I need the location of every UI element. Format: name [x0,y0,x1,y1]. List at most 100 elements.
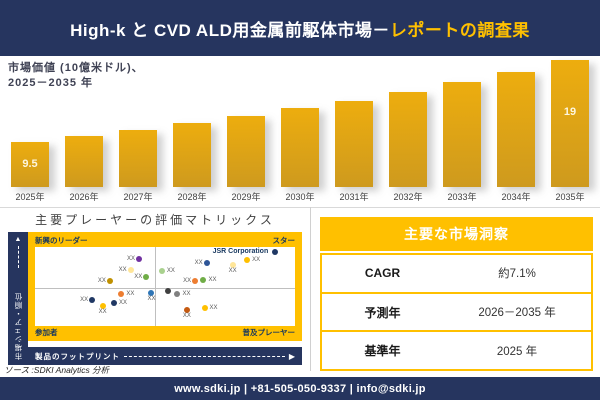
matrix-point-label: XX [134,273,143,280]
quadrant-label-star: スター [272,236,296,245]
matrix-point-label: XX [182,313,191,320]
bar-column [280,108,320,187]
insights-row-value: 約7.1% [498,268,536,281]
bar-2028年 [173,123,211,187]
bar-2031年 [335,101,373,187]
matrix-bottom-labels: 参加者 普及プレーヤー [35,326,295,339]
insights-row-label: 基準年 [364,344,401,359]
x-axis-tick: 2026年 [69,192,99,202]
x-axis-tick: 2033年 [447,192,477,202]
vertical-divider [310,207,311,371]
insights-row-label: 予測年 [364,305,401,320]
insights-row-label: CAGR [364,266,401,281]
matrix-point [192,277,199,284]
quadrant-divider-horizontal [35,288,295,290]
matrix-title: 主要プレーヤーの評価マトリックス [35,213,275,227]
matrix-x-axis: 製品のフットプリント ▶ [28,347,302,365]
footer-contact-text: www.sdki.jp | +81-505-050-9337 | info@sd… [174,382,426,395]
quadrant-label-pervasive-players: 普及プレーヤー [242,328,296,337]
matrix-point [183,307,190,314]
x-axis-tick: 2027年 [123,192,153,202]
matrix-point-label: XX [252,256,261,263]
matrix-point [89,297,96,304]
matrix-point-label: XX [126,255,135,262]
matrix-point [118,291,125,298]
matrix-plot: XX XX XX XX JSR Corporation XX XX XX XX XX XX XX XX X… [35,247,295,326]
bar-value-label: 19 [563,105,577,118]
matrix-point-label: XX [119,300,128,307]
bar-2027年 [119,130,157,187]
matrix-point-label: XX [194,259,203,266]
insights-table: 主要な市場洞察 CAGR 約7.1% 予測年 2026－2035 年基準年 2025 年 [320,217,593,371]
quadrant-label-emerging-leaders: 新興のリーダー [35,236,88,245]
x-axis-tick: 2028年 [177,192,207,202]
matrix-point [136,255,142,262]
matrix-point [148,290,155,297]
bar-chart-title-line1: 市場価値 (10億米ドル)、 [8,62,144,74]
insights-row: 予測年 2026－2035 年 [322,291,591,331]
bar-column [334,101,374,187]
matrix-point [106,277,113,284]
insights-row-value: 2026－2035 年 [478,307,556,319]
x-axis-dashed-line [124,355,285,357]
bar-column [64,136,104,187]
page-title-accent: レポートの調査果 [389,20,530,40]
header-banner: High-k と CVD ALD用金属前駆体市場－レポートの調査果 [0,0,600,56]
bar-column [172,123,212,187]
matrix-top-labels: 新興のリーダー スター [35,234,295,247]
bar-chart-bars: 9.5 19 [10,57,590,187]
insights-rows: CAGR 約7.1% 予測年 2026－2035 年基準年 2025 年 [320,253,593,371]
page-title: High-k と CVD ALD用金属前駆体市場－レポートの調査果 [70,16,530,41]
matrix-point [111,300,118,307]
right-arrow-icon: ▶ [288,351,295,361]
insights-table-title: 主要な市場洞察 [320,217,593,251]
matrix-point-label: XX [166,267,175,274]
matrix-point-label: XX [228,267,237,274]
bar-2035年: 19 [551,60,589,187]
insights-row-value: 2025 年 [496,345,538,358]
matrix-company-label: JSR Corporation [212,247,269,255]
x-axis-tick: 2025年 [15,192,45,202]
page-title-main: High-k と CVD ALD用金属前駆体市場－ [70,20,390,40]
matrix-point [174,291,181,298]
matrix-point-label: XX [98,309,107,316]
insights-row: 基準年 2025 年 [322,330,591,369]
bar-2026年 [65,136,103,187]
matrix-point-label: XX [147,296,156,303]
bar-column [388,92,428,187]
y-axis-dashed-line [17,246,19,268]
matrix-y-axis: ▲ 市場シェア・順位 [8,232,28,365]
competitor-matrix: ▲ 市場シェア・順位 新興のリーダー スター XX XX XX XX JSR Corpo… [8,232,302,365]
bar-2029年 [227,116,265,187]
bar-2032年 [389,92,427,187]
footer-bar: www.sdki.jp | +81-505-050-9337 | info@sd… [0,377,600,400]
bar-column [442,82,482,187]
quadrant-label-participants: 参加者 [35,328,58,337]
matrix-x-axis-label: 製品のフットプリント [35,351,120,361]
up-arrow-icon: ▲ [14,236,22,243]
matrix-point [165,288,172,295]
matrix-point [127,266,134,273]
bar-2030年 [281,108,319,187]
bar-column: 19 [550,60,590,187]
matrix-point [200,276,207,283]
x-axis-tick: 2035年 [555,192,585,202]
matrix-point-label: XX [126,291,135,298]
bar-column [118,130,158,187]
matrix-body: 新興のリーダー スター XX XX XX XX JSR Corporation XX XX X… [28,232,302,365]
bar-2025年: 9.5 [11,142,49,187]
matrix-point-label: XX [209,305,218,312]
bar-column: 9.5 [10,142,50,187]
matrix-point-jsr-corporation [272,248,279,255]
matrix-point [229,261,236,268]
matrix-point-label: XX [182,291,191,298]
matrix-frame: 新興のリーダー スター XX XX XX XX JSR Corporation XX XX X… [28,232,302,341]
matrix-point-label: XX [208,276,217,283]
x-axis-tick: 2029年 [231,192,261,202]
matrix-point [244,256,251,263]
bar-value-label: 9.5 [22,158,38,171]
matrix-point [201,305,208,312]
bar-chart-title-line2: 2025－2035 年 [8,77,93,89]
matrix-point [99,303,106,310]
